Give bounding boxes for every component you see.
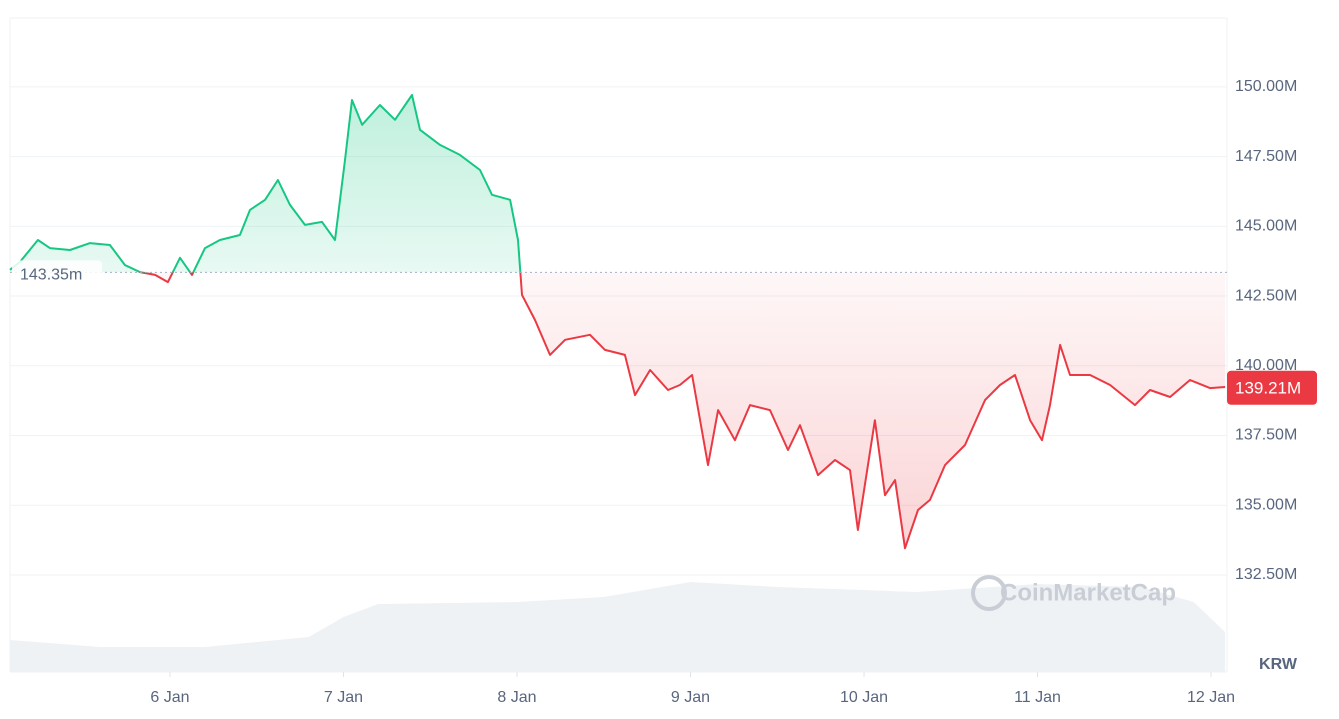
- baseline-label-box: [12, 260, 102, 285]
- x-tick-label: 10 Jan: [840, 689, 888, 706]
- x-tick-label: 12 Jan: [1187, 689, 1235, 706]
- y-tick-label: 147.50M: [1235, 148, 1297, 165]
- last-price-box: [1227, 370, 1317, 405]
- y-tick-label: 132.50M: [1235, 566, 1297, 583]
- volume-area: [10, 582, 1226, 672]
- watermark-logo: [971, 575, 1007, 611]
- watermark: CoinMarketCap: [1000, 579, 1176, 606]
- y-tick-label: 140.00M: [1235, 357, 1297, 374]
- price-line: [9, 94, 1226, 550]
- baseline-label: 143.35m: [20, 267, 82, 284]
- price-area: [10, 95, 1226, 549]
- last-price-label: 139.21M: [1235, 378, 1301, 397]
- y-tick-label: 142.50M: [1235, 287, 1297, 304]
- x-tick-label: 6 Jan: [150, 689, 189, 706]
- x-tick-label: 8 Jan: [497, 689, 536, 706]
- currency-label: KRW: [1259, 656, 1298, 673]
- y-tick-label: 145.00M: [1235, 218, 1297, 235]
- y-tick-label: 150.00M: [1235, 78, 1297, 95]
- y-tick-label: 135.00M: [1235, 496, 1297, 513]
- y-tick-label: 137.50M: [1235, 427, 1297, 444]
- x-tick-label: 11 Jan: [1014, 689, 1061, 706]
- x-tick-label: 7 Jan: [324, 689, 363, 706]
- x-tick-label: 9 Jan: [671, 689, 710, 706]
